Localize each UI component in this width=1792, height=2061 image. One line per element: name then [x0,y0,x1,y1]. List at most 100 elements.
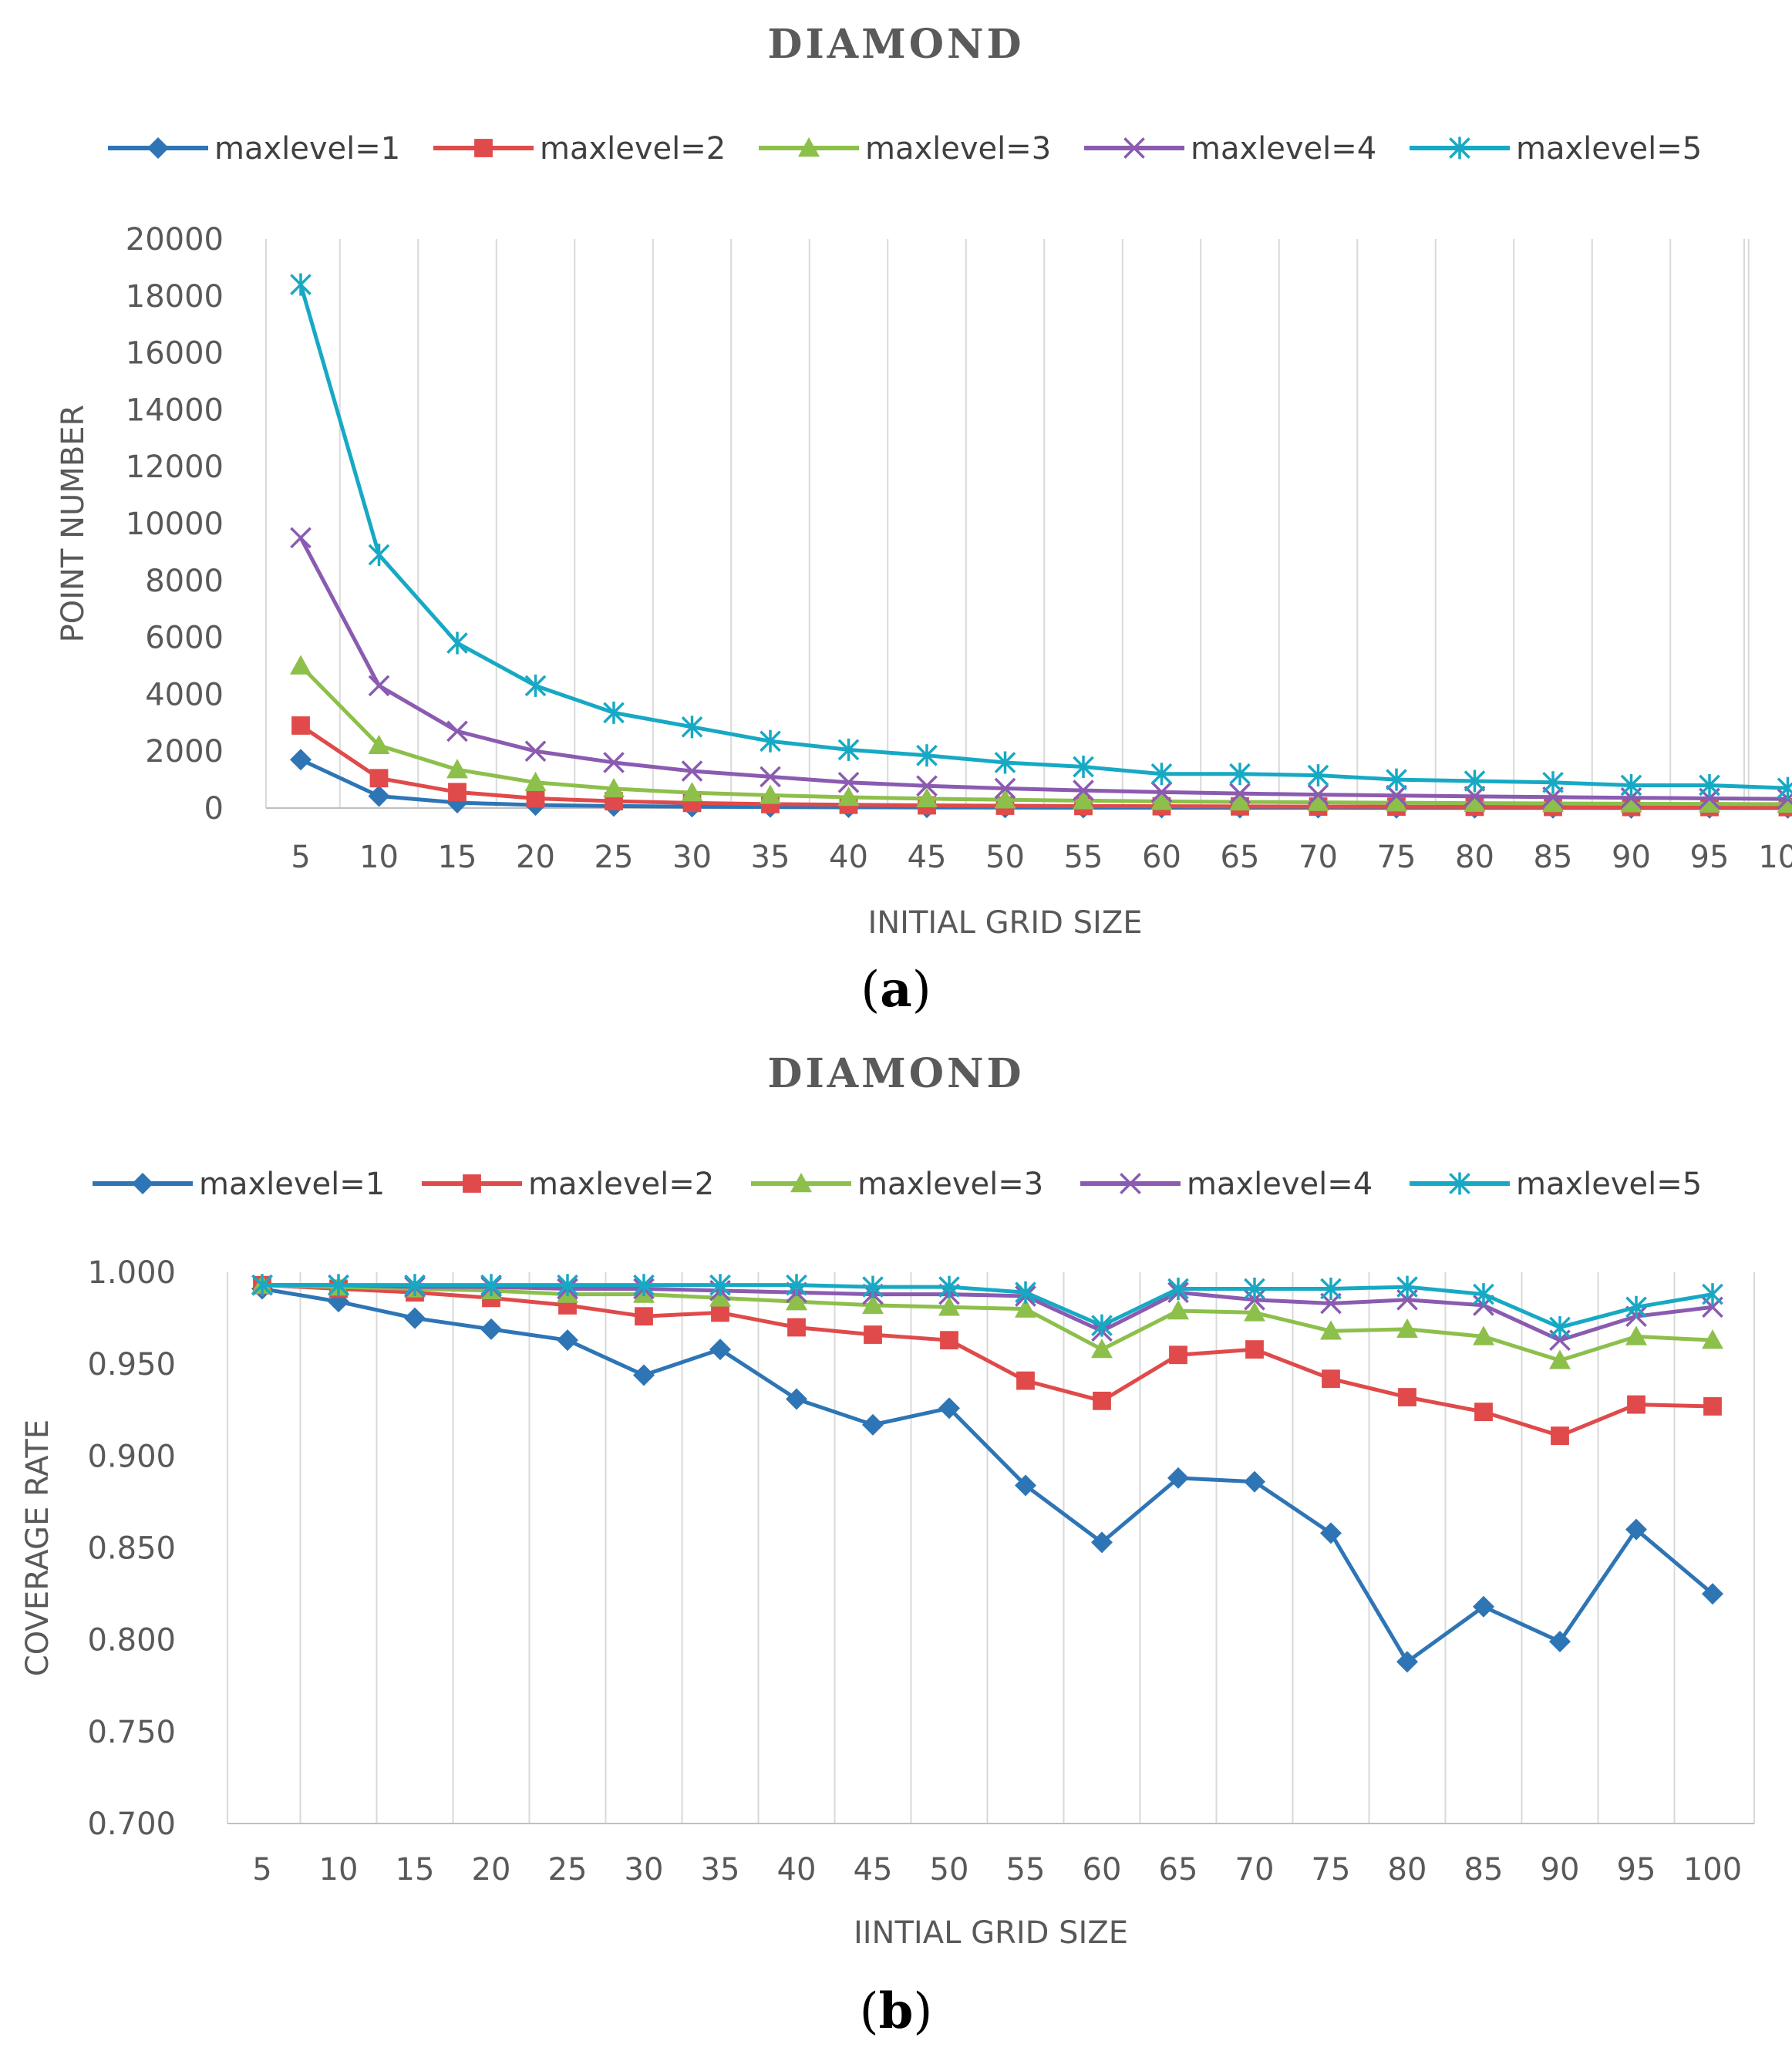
x-tick-label: 90 [1541,1852,1580,1888]
legend-swatch-marker [790,1173,812,1193]
data-point [938,1397,960,1419]
data-point [786,1291,807,1311]
x-tick-label: 95 [1690,840,1730,875]
y-tick-label: 0.950 [87,1347,176,1382]
legend-swatch-marker [147,137,169,159]
legend-swatch-marker [463,1174,481,1193]
data-point [787,1318,806,1337]
data-point [1150,763,1173,786]
data-point [524,771,547,791]
legend-label: maxlevel=1 [214,131,400,167]
x-tick-label: 80 [1388,1852,1427,1888]
data-point [404,1274,426,1297]
data-point [1244,1277,1265,1300]
series-3 [290,655,1792,813]
data-point [1229,783,1251,805]
y-tick-label: 12000 [126,450,224,485]
data-point [938,1275,960,1298]
series-line [261,1283,1713,1438]
series-line [261,1286,1714,1664]
series-line [299,664,1788,807]
x-tick-label: 35 [701,1852,740,1888]
caption-close: ) [912,961,931,1019]
data-point [711,1303,729,1322]
data-point [328,1291,349,1313]
legend-item-4: maxlevel=4 [1080,1167,1373,1202]
data-point [290,273,312,296]
data-point [524,674,547,697]
data-point [557,1274,578,1297]
y-tick-label: 0.850 [87,1531,176,1567]
y-tick-label: 0.900 [87,1439,176,1474]
data-point [1542,793,1564,813]
x-axis-title: IINTIAL GRID SIZE [854,1915,1128,1951]
data-point [603,701,625,724]
data-point [1091,1314,1113,1337]
legend-label: maxlevel=5 [1516,131,1702,167]
data-point [635,1307,653,1326]
y-tick-label: 4000 [145,677,224,712]
data-point [1307,791,1329,811]
data-point [1386,768,1407,791]
x-axis-title: INITIAL GRID SIZE [867,905,1142,941]
data-point [1777,776,1792,800]
x-tick-label: 30 [625,1852,664,1888]
data-point [291,716,310,735]
data-point [1091,1531,1113,1554]
legend-label: maxlevel=1 [199,1167,385,1202]
series-4 [290,527,1792,810]
data-point [862,1275,884,1298]
y-tick-label: 18000 [126,279,224,315]
data-point [290,527,312,549]
data-point [1551,1426,1569,1446]
data-point [1702,1583,1723,1605]
data-point [1150,790,1173,810]
x-tick-label: 10 [319,1852,359,1888]
data-point [940,1331,958,1350]
x-tick-label: 30 [672,840,712,875]
legend-label: maxlevel=3 [865,131,1051,167]
data-point [368,675,390,697]
data-point [404,1307,426,1329]
x-tick-label: 85 [1464,1852,1504,1888]
data-point [1167,1467,1189,1489]
caption-open: ( [861,961,880,1019]
data-point [709,1287,731,1307]
data-point [862,1413,884,1436]
data-point [837,786,860,807]
legend-item-4: maxlevel=4 [1084,131,1376,167]
x-tick-label: 60 [1142,840,1181,875]
legend-item-5: maxlevel=5 [1410,131,1702,167]
data-point [1625,1325,1647,1345]
data-point [1473,1325,1494,1345]
data-point [1620,793,1642,813]
legend-label: maxlevel=4 [1187,1167,1373,1202]
data-point [1091,1339,1113,1359]
legend-item-2: maxlevel=2 [422,1167,714,1202]
legend-item-3: maxlevel=3 [759,131,1051,167]
x-tick-label: 5 [291,840,310,875]
legend-swatch-marker [1120,1173,1141,1194]
data-point [1386,792,1407,812]
data-point [1620,773,1642,796]
series-line [261,1283,1713,1362]
data-point [786,1388,807,1410]
caption-letter: b [879,1982,914,2040]
figure-caption: (b) [860,1982,933,2040]
caption-letter: a [880,961,911,1019]
data-point [1307,783,1329,806]
data-point [1699,773,1720,796]
chart-title: DIAMOND [767,1050,1024,1097]
data-point [368,785,390,807]
data-point [251,1274,273,1297]
x-tick-label: 60 [1083,1852,1122,1888]
y-tick-label: 6000 [145,621,224,656]
data-point [681,716,703,739]
legend-label: maxlevel=2 [528,1167,714,1202]
data-point [1386,784,1407,807]
data-point [1703,1397,1722,1416]
data-point [290,749,312,771]
data-point [1473,1595,1494,1618]
data-point [1473,1283,1494,1306]
y-tick-label: 10000 [126,507,224,542]
